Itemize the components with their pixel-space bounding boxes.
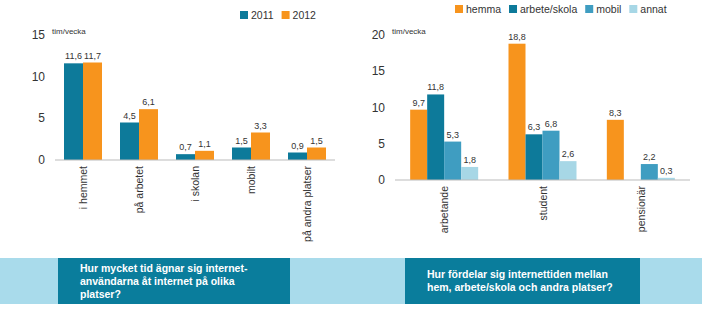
y-axis-label: tim/vecka: [392, 27, 426, 36]
data-label: 8,3: [609, 108, 622, 118]
data-label: 1,8: [463, 155, 476, 165]
bar: [195, 151, 214, 160]
data-label: 3,3: [254, 121, 267, 131]
bar: [251, 133, 270, 161]
data-label: 11,8: [427, 82, 444, 92]
bar: [83, 63, 102, 161]
bar: [509, 44, 526, 180]
bar: [543, 131, 560, 180]
data-label: 0,3: [660, 166, 673, 176]
data-label: 11,7: [84, 51, 101, 61]
data-labels: 9,7 18,8 8,3 11,8 6,3 5,3 6,8 2,2 1,8 2,6 0,3: [412, 32, 672, 176]
tick-mark: [392, 143, 395, 144]
legend-label: hemma: [466, 3, 501, 15]
y-tick-label: 10: [32, 70, 46, 84]
caption: Hur mycket tid ägnar sig internet-använd…: [58, 258, 290, 304]
x-tick-label: i hemmet: [77, 166, 89, 209]
bar: [560, 161, 577, 180]
bar: [526, 134, 543, 180]
y-tick-label: 0: [38, 153, 45, 167]
tick-mark: [392, 107, 395, 108]
bar: [232, 148, 251, 161]
bars: [410, 44, 675, 180]
data-label: 1,5: [235, 136, 248, 146]
legend-swatch: [282, 11, 290, 19]
data-label: 9,7: [412, 98, 425, 108]
data-label: 18,8: [508, 32, 526, 42]
data-label: 6,3: [528, 122, 541, 132]
legend-swatch: [509, 5, 517, 13]
charts: 0 5 10 15 tim/vecka 11,6 4,5 0,7 1,5 0,9 11,7 6,1 1,…: [0, 0, 702, 258]
bar: [410, 110, 427, 180]
caption-text: Hur fördelar sig internettiden mellan he…: [427, 268, 626, 294]
y-axis-label: tim/vecka: [52, 27, 86, 36]
bar: [120, 123, 139, 161]
legend-label: annat: [640, 3, 666, 15]
x-tick-label: på andra platser: [301, 166, 313, 242]
bar: [288, 153, 307, 161]
legend-swatch: [585, 5, 593, 13]
x-tick-label: på arbetet: [133, 166, 145, 213]
bar: [139, 109, 158, 160]
bar: [444, 142, 461, 180]
bar: [607, 120, 624, 180]
tick-mark: [52, 118, 55, 119]
y-tick-label: 20: [372, 28, 386, 42]
tick-mark: [392, 180, 395, 181]
bar: [307, 148, 326, 161]
tick-mark: [392, 71, 395, 72]
y-tick-label: 15: [32, 28, 46, 42]
data-label: 1,5: [310, 136, 323, 146]
x-tick-label: mobilt: [245, 166, 257, 194]
data-labels: 11,6 4,5 0,7 1,5 0,9 11,7 6,1 1,1 3,3 1,5: [65, 51, 323, 153]
data-label: 11,6: [65, 51, 82, 61]
data-label: 6,1: [142, 97, 155, 107]
x-axis-line: [395, 180, 690, 181]
data-label: 5,3: [446, 130, 459, 140]
bar: [176, 154, 195, 160]
tick-mark: [52, 160, 55, 161]
bar: [641, 164, 658, 180]
y-tick-label: 5: [38, 111, 45, 125]
bar: [64, 63, 83, 160]
y-tick-label: 15: [372, 64, 386, 78]
data-label: 0,7: [179, 142, 192, 152]
chart: 0 5 10 15 20 tim/vecka 9,7 18,8 8,3 11,8 6,3 5,3 6,8…: [372, 3, 690, 233]
data-label: 4,5: [123, 111, 136, 121]
legend-swatch: [629, 5, 637, 13]
legend-label: 2011: [251, 9, 274, 21]
x-axis-line: [55, 160, 335, 161]
x-tick-label: arbetande: [438, 186, 450, 233]
caption-text: Hur mycket tid ägnar sig internet-använd…: [80, 262, 276, 301]
legend-label: 2012: [293, 9, 317, 21]
data-label: 2,6: [562, 149, 575, 159]
data-label: 6,8: [545, 119, 558, 129]
chart: 0 5 10 15 tim/vecka 11,6 4,5 0,7 1,5 0,9 11,7 6,1 1,…: [32, 9, 335, 242]
bars: [64, 63, 326, 161]
data-label: 2,2: [643, 152, 656, 162]
y-tick-label: 0: [378, 173, 385, 187]
x-tick-label: pensionär: [635, 186, 647, 233]
y-tick-label: 5: [378, 137, 385, 151]
legend-swatch: [240, 11, 248, 19]
tick-mark: [52, 76, 55, 77]
bar: [461, 167, 478, 180]
caption: Hur fördelar sig internettiden mellan he…: [405, 258, 640, 304]
legend-swatch: [455, 5, 463, 13]
x-tick-label: i skolan: [189, 166, 201, 202]
data-label: 0,9: [291, 141, 304, 151]
legend-label: mobil: [596, 3, 621, 15]
legend-label: arbete/skola: [520, 3, 577, 15]
x-tick-label: student: [537, 186, 549, 221]
y-tick-label: 10: [372, 101, 386, 115]
data-label: 1,1: [198, 139, 211, 149]
bar: [427, 94, 444, 180]
